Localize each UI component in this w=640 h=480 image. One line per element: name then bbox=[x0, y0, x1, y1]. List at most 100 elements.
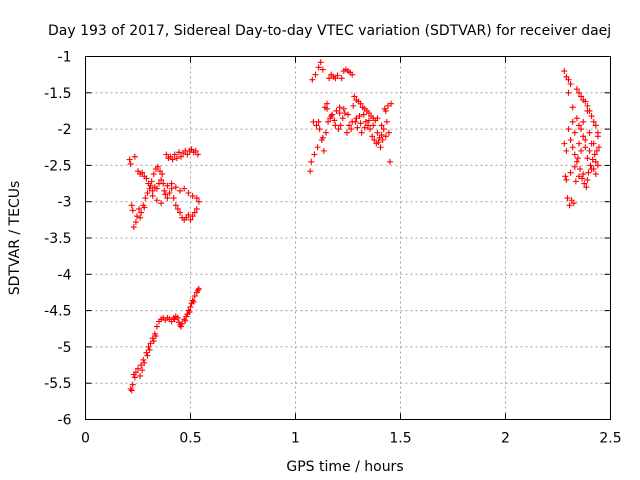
data-point bbox=[388, 100, 395, 107]
x-axis-label: GPS time / hours bbox=[286, 459, 403, 475]
data-point bbox=[336, 104, 343, 111]
data-point bbox=[154, 163, 161, 170]
data-point bbox=[379, 136, 386, 143]
data-point bbox=[561, 140, 568, 147]
data-point bbox=[166, 189, 173, 196]
data-point bbox=[332, 122, 339, 129]
data-point bbox=[336, 110, 343, 117]
data-point bbox=[178, 323, 185, 330]
grid-lines bbox=[85, 56, 611, 420]
data-point bbox=[169, 156, 176, 163]
data-point bbox=[576, 140, 582, 147]
data-point bbox=[311, 151, 318, 158]
data-point bbox=[591, 151, 598, 158]
data-point bbox=[584, 102, 591, 109]
data-point bbox=[170, 195, 177, 202]
data-point bbox=[149, 192, 156, 199]
data-point bbox=[149, 187, 156, 194]
data-point bbox=[127, 160, 134, 167]
data-point bbox=[590, 118, 597, 125]
data-point bbox=[175, 149, 182, 156]
data-point bbox=[339, 115, 346, 122]
data-point bbox=[137, 372, 144, 379]
data-point bbox=[177, 209, 183, 216]
data-point bbox=[582, 98, 589, 105]
data-point bbox=[351, 93, 358, 100]
data-point bbox=[563, 176, 570, 183]
data-point bbox=[326, 75, 333, 82]
data-point bbox=[319, 66, 326, 73]
y-tick-label: -4 bbox=[58, 267, 72, 283]
data-point bbox=[587, 162, 594, 169]
data-point bbox=[129, 381, 136, 388]
data-point bbox=[387, 158, 393, 165]
x-tick-label: 0 bbox=[81, 431, 90, 447]
data-point bbox=[177, 187, 183, 194]
data-point bbox=[146, 346, 153, 353]
data-point bbox=[179, 320, 186, 327]
data-point bbox=[576, 122, 582, 129]
y-axis-label: SDTVAR / TECUs bbox=[7, 181, 23, 296]
data-point bbox=[576, 173, 582, 180]
data-point bbox=[566, 202, 573, 209]
data-point bbox=[374, 115, 381, 122]
data-point bbox=[357, 100, 364, 107]
data-point bbox=[137, 214, 144, 221]
data-point bbox=[128, 202, 135, 209]
y-tick-label: -4.5 bbox=[44, 304, 71, 320]
data-point bbox=[317, 59, 324, 66]
data-point bbox=[308, 158, 315, 165]
data-point bbox=[191, 209, 198, 216]
data-point bbox=[160, 180, 167, 187]
data-point bbox=[594, 133, 601, 140]
data-point bbox=[574, 155, 581, 162]
data-point bbox=[572, 178, 579, 185]
data-point bbox=[189, 213, 196, 220]
data-point bbox=[586, 147, 593, 154]
data-point bbox=[338, 75, 345, 82]
data-point bbox=[144, 189, 151, 196]
data-point bbox=[172, 184, 179, 191]
data-point bbox=[360, 111, 367, 118]
data-point bbox=[383, 118, 390, 125]
data-point bbox=[144, 352, 151, 359]
data-point bbox=[349, 118, 356, 125]
y-tick-label: -3 bbox=[58, 195, 72, 211]
data-point bbox=[569, 144, 576, 151]
data-point bbox=[178, 153, 185, 160]
data-point bbox=[172, 202, 179, 209]
data-point bbox=[578, 93, 585, 100]
data-point bbox=[126, 156, 133, 163]
data-point bbox=[133, 213, 140, 220]
data-point bbox=[354, 124, 361, 131]
data-point bbox=[586, 129, 593, 136]
data-point bbox=[141, 359, 148, 366]
data-point bbox=[334, 72, 341, 79]
data-point bbox=[378, 131, 385, 138]
data-point bbox=[182, 317, 189, 324]
data-point bbox=[585, 169, 592, 176]
data-point bbox=[358, 129, 365, 136]
data-point bbox=[313, 122, 320, 129]
data-point bbox=[362, 118, 369, 125]
series-cluster-3 bbox=[561, 68, 602, 209]
data-point bbox=[190, 298, 197, 305]
data-point bbox=[592, 158, 599, 165]
data-point bbox=[594, 162, 601, 169]
data-point bbox=[346, 122, 353, 129]
data-point bbox=[140, 356, 147, 363]
data-point bbox=[375, 139, 382, 146]
data-point bbox=[153, 185, 160, 192]
data-point bbox=[164, 195, 171, 202]
data-point bbox=[168, 318, 175, 325]
data-point bbox=[576, 89, 582, 96]
data-point bbox=[315, 118, 322, 125]
data-point bbox=[139, 169, 146, 176]
data-point bbox=[384, 102, 391, 109]
data-point bbox=[350, 102, 357, 109]
data-point bbox=[349, 71, 356, 78]
data-point bbox=[592, 171, 599, 178]
data-point bbox=[171, 151, 178, 158]
x-tick-label: 2.5 bbox=[599, 431, 621, 447]
data-point bbox=[366, 117, 372, 124]
